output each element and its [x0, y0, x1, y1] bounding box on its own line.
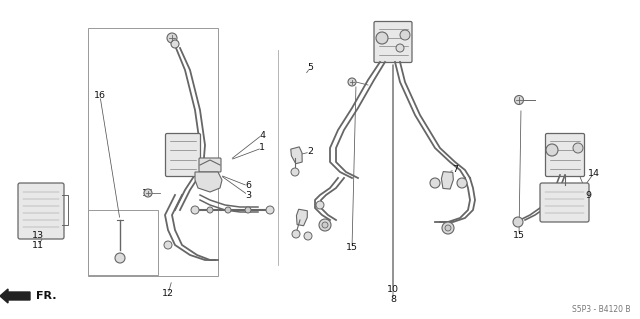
Text: 15: 15	[142, 189, 154, 197]
Circle shape	[115, 253, 125, 263]
Circle shape	[245, 207, 251, 213]
Circle shape	[266, 206, 274, 214]
Circle shape	[546, 144, 558, 156]
Text: 8: 8	[390, 295, 396, 305]
Text: 14: 14	[588, 168, 600, 177]
FancyBboxPatch shape	[199, 158, 221, 172]
Text: 5: 5	[307, 63, 313, 72]
FancyBboxPatch shape	[374, 21, 412, 63]
Polygon shape	[442, 172, 453, 189]
Circle shape	[164, 241, 172, 249]
Circle shape	[225, 207, 231, 213]
Circle shape	[144, 189, 152, 197]
Circle shape	[430, 178, 440, 188]
Text: 6: 6	[245, 182, 251, 190]
Circle shape	[292, 230, 300, 238]
Circle shape	[515, 95, 524, 105]
Circle shape	[207, 207, 213, 213]
Text: 15: 15	[513, 231, 525, 240]
Circle shape	[167, 33, 177, 43]
Text: 13: 13	[32, 232, 44, 241]
Text: 9: 9	[585, 191, 591, 201]
Text: 1: 1	[259, 144, 265, 152]
Circle shape	[445, 225, 451, 231]
Text: 3: 3	[245, 190, 251, 199]
Circle shape	[400, 30, 410, 40]
Circle shape	[171, 40, 179, 48]
Circle shape	[376, 32, 388, 44]
Circle shape	[348, 78, 356, 86]
Circle shape	[442, 222, 454, 234]
Text: 11: 11	[32, 241, 44, 250]
FancyBboxPatch shape	[166, 133, 200, 176]
Circle shape	[513, 217, 523, 227]
Text: 15: 15	[346, 243, 358, 253]
Text: 7: 7	[452, 166, 458, 174]
Text: S5P3 - B4120 B: S5P3 - B4120 B	[572, 306, 630, 315]
Circle shape	[457, 178, 467, 188]
Polygon shape	[195, 172, 222, 192]
Circle shape	[396, 44, 404, 52]
Circle shape	[319, 219, 331, 231]
FancyArrow shape	[0, 289, 30, 303]
Text: 12: 12	[162, 290, 174, 299]
Polygon shape	[291, 147, 302, 164]
Circle shape	[322, 222, 328, 228]
Text: 10: 10	[387, 285, 399, 293]
Text: 2: 2	[307, 147, 313, 157]
Text: 16: 16	[94, 92, 106, 100]
Text: FR.: FR.	[36, 291, 56, 301]
Circle shape	[316, 201, 324, 209]
Circle shape	[191, 206, 199, 214]
FancyBboxPatch shape	[545, 133, 584, 176]
FancyBboxPatch shape	[540, 183, 589, 222]
Circle shape	[291, 168, 299, 176]
Polygon shape	[296, 209, 307, 226]
FancyBboxPatch shape	[18, 183, 64, 239]
Text: 4: 4	[259, 130, 265, 139]
Circle shape	[573, 143, 583, 153]
Circle shape	[304, 232, 312, 240]
